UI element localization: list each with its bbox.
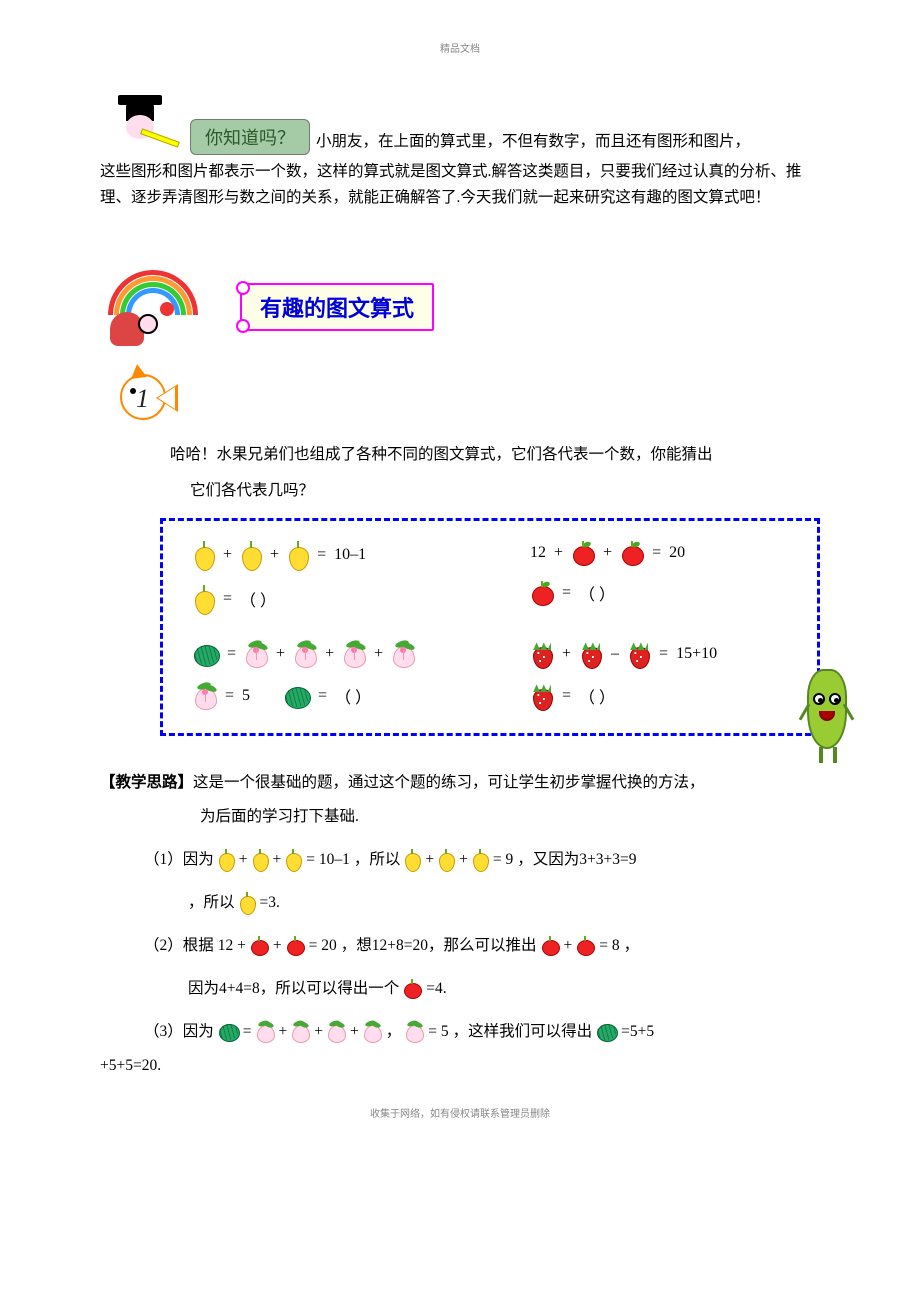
- peach-icon: [405, 1021, 424, 1042]
- solution-2: （2）根据 12 + + = 20 ，想12+8=20，那么可以推出 + = 8…: [144, 927, 820, 964]
- peach-icon: [327, 1021, 346, 1042]
- graduate-icon: [100, 85, 180, 155]
- equation-3-answer: = 5 = （ ）: [193, 683, 450, 709]
- pear-icon: [287, 541, 309, 569]
- document-page: 精品文档 你知道吗？ 小朋友，在上面的算式里，不但有数字，而且还有图形和图片， …: [0, 0, 920, 1140]
- watermelon-icon: [218, 1022, 239, 1041]
- question-number-row: 1: [100, 362, 820, 432]
- page-header: 精品文档: [100, 40, 820, 55]
- eq2-rhs: 20: [669, 544, 685, 562]
- peach-icon: [193, 683, 217, 709]
- apple-icon: [541, 936, 560, 955]
- eq4-rhs: 15+10: [676, 645, 717, 663]
- pear-icon: [193, 541, 215, 569]
- fish-icon: 1: [100, 362, 190, 432]
- pear-icon: [252, 849, 269, 870]
- peach-icon: [293, 641, 317, 667]
- solution-3: （3）因为 = + + + ， = 5 ，这样我们可以得出 =5+5: [144, 1013, 820, 1050]
- section-header-row: 有趣的图文算式: [100, 262, 820, 352]
- eq1-blank: （ ）: [240, 587, 276, 611]
- peach-icon: [342, 641, 366, 667]
- pear-icon: [239, 892, 256, 913]
- peach-icon: [244, 641, 268, 667]
- solution-3b: +5+5=20.: [100, 1057, 820, 1075]
- eq3-blank: （ ）: [335, 684, 371, 708]
- banner-title: 有趣的图文算式: [240, 283, 434, 331]
- pear-icon: [285, 849, 302, 870]
- peach-icon: [363, 1021, 382, 1042]
- intro-body: 这些图形和图片都表示一个数，这样的算式就是图文算式.解答这类题目，只要我们经过认…: [100, 159, 820, 212]
- question-text-line1: 哈哈！水果兄弟们也组成了各种不同的图文算式，它们各代表一个数，你能猜出: [170, 432, 820, 468]
- eq2-lhs: 12: [530, 544, 546, 562]
- pear-icon: [404, 849, 421, 870]
- apple-icon: [403, 979, 422, 998]
- eq3-peach-val: 5: [242, 687, 250, 705]
- apple-icon: [571, 541, 595, 565]
- rainbow-icon: [100, 262, 220, 352]
- strawberry-icon: [579, 641, 603, 667]
- equation-2: 12 + + = 20: [530, 541, 787, 565]
- eq4-blank: （ ）: [579, 684, 615, 708]
- pear-icon: [240, 541, 262, 569]
- eq1-rhs: 10–1: [334, 546, 366, 564]
- teaching-notes: 【教学思路】这是一个很基础的题，通过这个题的练习，可让学生初步掌握代换的方法，: [100, 766, 820, 800]
- solution-2b: 因为4+4=8，所以可以得出一个 =4.: [188, 970, 820, 1007]
- strawberry-icon: [627, 641, 651, 667]
- banner-do-you-know: 你知道吗？: [190, 119, 310, 155]
- watermelon-icon: [193, 642, 219, 666]
- equation-1: + + = 10–1: [193, 541, 450, 569]
- apple-icon: [530, 581, 554, 605]
- pear-icon: [472, 849, 489, 870]
- equation-3: = + + +: [193, 641, 450, 667]
- solution-1: （1）因为 + + = 10–1 ，所以 + + = 9 ，又因为3+3+3=9: [144, 841, 820, 878]
- page-footer: 收集于网络，如有侵权请联系管理员删除: [100, 1105, 820, 1120]
- pear-icon: [218, 849, 235, 870]
- equation-4-answer: = （ ）: [530, 683, 787, 709]
- question-text-line2: 它们各代表几吗？: [190, 468, 820, 504]
- peach-icon: [291, 1021, 310, 1042]
- apple-icon: [250, 936, 269, 955]
- equation-2-answer: = （ ）: [530, 581, 787, 605]
- apple-icon: [286, 936, 305, 955]
- know-box-row: 你知道吗？ 小朋友，在上面的算式里，不但有数字，而且还有图形和图片，: [100, 85, 820, 155]
- pear-icon: [193, 585, 215, 613]
- problem-box: + + = 10–1 = （ ） 12 + +: [160, 518, 820, 736]
- peach-icon: [391, 641, 415, 667]
- strawberry-icon: [530, 683, 554, 709]
- teaching-label: 【教学思路】: [100, 774, 193, 791]
- cucumber-mascot-icon: [797, 663, 857, 763]
- solution-block: （1）因为 + + = 10–1 ，所以 + + = 9 ，又因为3+3+3=9…: [144, 841, 820, 1051]
- equation-4: + – = 15+10: [530, 641, 787, 667]
- watermelon-icon: [284, 684, 310, 708]
- pear-icon: [438, 849, 455, 870]
- equation-1-answer: = （ ）: [193, 585, 450, 613]
- eq2-blank: （ ）: [579, 581, 615, 605]
- watermelon-icon: [596, 1022, 617, 1041]
- intro-lead: 小朋友，在上面的算式里，不但有数字，而且还有图形和图片，: [316, 129, 750, 155]
- teaching-notes-2: 为后面的学习打下基础.: [200, 800, 820, 834]
- apple-icon: [620, 541, 644, 565]
- apple-icon: [576, 936, 595, 955]
- solution-1b: ，所以 =3.: [188, 884, 820, 921]
- peach-icon: [256, 1021, 275, 1042]
- strawberry-icon: [530, 641, 554, 667]
- question-number: 1: [136, 384, 149, 414]
